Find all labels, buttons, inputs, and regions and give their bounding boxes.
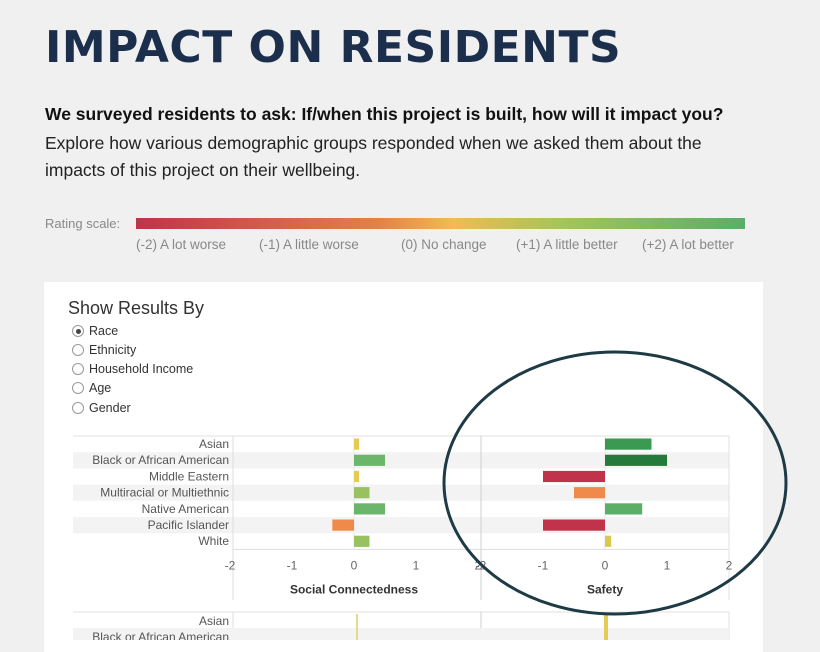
category-label: Asian <box>199 614 229 628</box>
radio-icon[interactable] <box>72 363 84 375</box>
radio-race[interactable]: Race <box>72 324 118 338</box>
scale-tick-no-change: (0) No change <box>401 237 487 252</box>
bar-pacific-islander <box>332 519 354 531</box>
scale-tick-lot-worse: (-2) A lot worse <box>136 237 227 252</box>
category-label: Asian <box>199 437 229 451</box>
radio-label: Ethnicity <box>89 343 137 357</box>
row-band <box>73 628 729 640</box>
lower-bar-tick <box>604 614 608 640</box>
scale-tick-lot-better: (+2) A lot better <box>642 237 734 252</box>
intro-question: We surveyed residents to ask: If/when th… <box>45 104 724 124</box>
x-tick-label: 0 <box>602 558 609 572</box>
x-tick-label: -1 <box>287 558 298 572</box>
row-band <box>73 484 729 501</box>
category-label: White <box>198 534 229 548</box>
bar-native-american <box>354 503 385 515</box>
x-tick-label: -1 <box>538 558 549 572</box>
bar-native-american <box>605 503 643 515</box>
radio-label: Age <box>89 381 112 395</box>
bar-black-or-african-american <box>354 454 385 466</box>
x-axis-title: Social Connectedness <box>290 582 418 596</box>
bar-white <box>354 535 370 547</box>
radio-gender[interactable]: Gender <box>72 401 131 415</box>
category-label: Black or African American <box>92 453 229 467</box>
x-axis-title: Safety <box>587 582 623 596</box>
radio-ethnicity[interactable]: Ethnicity <box>72 343 136 357</box>
bar-multiracial-or-multiethnic <box>574 487 605 499</box>
bar-white <box>605 535 612 547</box>
x-tick-label: 2 <box>726 558 733 572</box>
x-tick-label: 2 <box>475 558 482 572</box>
radio-label: Household Income <box>89 362 194 376</box>
lower-bar-tick <box>356 614 358 640</box>
category-label: Native American <box>142 502 229 516</box>
category-label: Pacific Islander <box>148 518 229 532</box>
intro-description: Explore how various demographic groups r… <box>45 133 702 180</box>
radio-age[interactable]: Age <box>72 381 111 395</box>
bar-middle-eastern <box>543 470 605 483</box>
row-band <box>73 452 729 469</box>
x-tick-label: 1 <box>664 558 671 572</box>
radio-household-income[interactable]: Household Income <box>72 362 193 376</box>
show-results-by-title: Show Results By <box>68 298 205 318</box>
bar-pacific-islander <box>543 519 605 531</box>
bar-middle-eastern <box>354 470 359 483</box>
category-label: Black or African American <box>92 630 229 640</box>
radio-label: Gender <box>89 401 131 415</box>
rating-scale-label: Rating scale: <box>45 216 121 231</box>
scale-tick-little-better: (+1) A little better <box>516 237 618 252</box>
bar-black-or-african-american <box>605 454 667 466</box>
rating-scale-gradient <box>136 218 745 229</box>
bar-multiracial-or-multiethnic <box>354 487 370 499</box>
scale-tick-little-worse: (-1) A little worse <box>259 237 359 252</box>
page-title: IMPACT ON RESIDENTS <box>45 22 622 73</box>
radio-label: Race <box>89 324 119 338</box>
bar-asian <box>354 438 359 450</box>
x-tick-label: -2 <box>225 558 236 572</box>
bar-asian <box>605 438 652 450</box>
radio-icon[interactable] <box>72 382 84 394</box>
category-label: Multiracial or Multiethnic <box>100 486 229 500</box>
highlight-ellipse <box>442 350 788 616</box>
category-label: Middle Eastern <box>149 469 229 483</box>
radio-selected-icon[interactable] <box>72 325 84 337</box>
x-tick-label: 1 <box>413 558 420 572</box>
radio-icon[interactable] <box>72 402 84 414</box>
x-tick-label: 0 <box>351 558 358 572</box>
radio-icon[interactable] <box>72 344 84 356</box>
